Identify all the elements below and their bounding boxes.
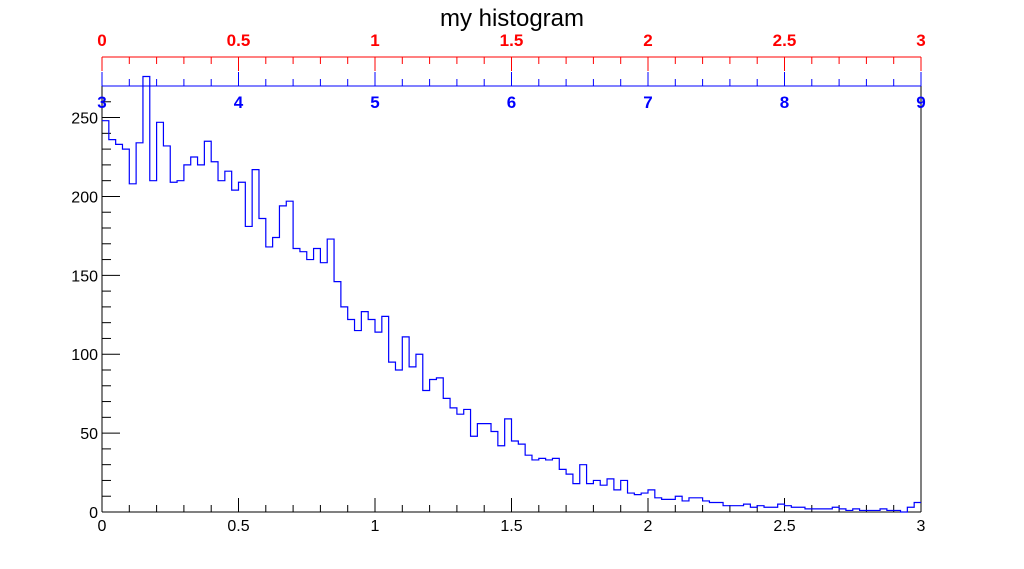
top-red-tick-label: 2 (643, 31, 652, 50)
top-red-tick-label: 0.5 (227, 31, 251, 50)
top-red-tick-label: 1.5 (500, 31, 524, 50)
x-tick-label: 1.5 (500, 518, 522, 535)
x-tick-label: 0.5 (227, 518, 249, 535)
middle-blue-tick-label: 4 (234, 93, 244, 112)
top-red-tick-label: 0 (97, 31, 106, 50)
middle-blue-axis: 3 4 5 6 7 8 9 (97, 72, 926, 112)
top-red-tick-label: 2.5 (773, 31, 797, 50)
middle-blue-tick-label: 6 (507, 93, 516, 112)
x-tick-label: 3 (917, 518, 926, 535)
top-red-tick-label: 3 (916, 31, 925, 50)
middle-blue-tick-label: 9 (916, 93, 925, 112)
middle-blue-tick-label: 7 (643, 93, 652, 112)
x-tick-label: 0 (98, 518, 107, 535)
middle-blue-tick-label: 8 (780, 93, 789, 112)
histogram-series-line (102, 75, 921, 513)
y-tick-label: 250 (71, 111, 98, 128)
chart-title: my histogram (440, 5, 584, 32)
middle-blue-tick-label: 5 (370, 93, 379, 112)
y-tick-label: 0 (89, 505, 98, 522)
y-tick-label: 50 (80, 426, 98, 443)
y-tick-label: 200 (71, 189, 98, 206)
y-tick-label: 100 (71, 347, 98, 364)
top-red-axis: 0 0.5 1 1.5 2 2.5 3 (97, 31, 926, 71)
top-red-tick-label: 1 (370, 31, 379, 50)
x-tick-label: 2 (644, 518, 653, 535)
x-tick-label: 2.5 (773, 518, 795, 535)
axes-group: 0 0.5 1 1.5 2 2.5 3 0 50 100 150 200 250 (71, 85, 926, 535)
y-tick-label: 150 (71, 268, 98, 285)
middle-blue-tick-label: 3 (97, 93, 106, 112)
x-tick-label: 1 (371, 518, 380, 535)
